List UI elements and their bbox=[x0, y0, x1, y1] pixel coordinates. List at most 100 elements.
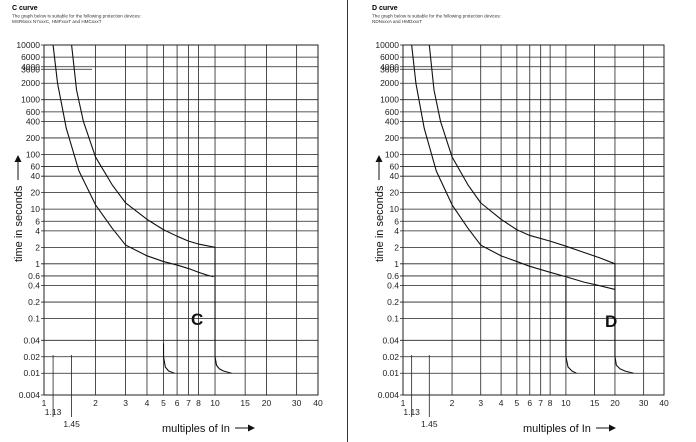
x-tick-label: 1 bbox=[401, 398, 406, 408]
y-tick-label: 0.1 bbox=[28, 314, 40, 324]
y-tick-label: 4000 bbox=[21, 62, 40, 72]
y-tick-label: 0.2 bbox=[387, 297, 399, 307]
y-tick-label: 6 bbox=[394, 216, 399, 226]
y-tick-label: 400 bbox=[385, 116, 399, 126]
y-tick-label: 600 bbox=[26, 107, 40, 117]
plot-frame bbox=[402, 44, 665, 396]
x-tick-label: 1.13 bbox=[45, 407, 62, 417]
y-tick-label: 0.004 bbox=[19, 390, 41, 400]
y-axis-arrow bbox=[375, 155, 383, 180]
x-tick-label: 40 bbox=[313, 398, 323, 408]
y-tick-label: 20 bbox=[31, 188, 41, 198]
y-tick-label: 10000 bbox=[16, 40, 40, 50]
x-tick-label: 10 bbox=[210, 398, 220, 408]
chart-note: The graph below is suitable for the foll… bbox=[12, 14, 141, 19]
y-tick-label: 20 bbox=[390, 188, 400, 198]
y-tick-label: 100 bbox=[26, 149, 40, 159]
y-tick-label: 3600 bbox=[380, 64, 399, 74]
y-tick-label: 40 bbox=[31, 171, 41, 181]
y-tick-label: 10 bbox=[31, 204, 41, 214]
x-axis-label: multiples of In bbox=[523, 423, 591, 435]
y-tick-label: 3600 bbox=[21, 64, 40, 74]
y-tick-label: 10000 bbox=[375, 40, 399, 50]
x-tick-label: 4 bbox=[499, 398, 504, 408]
x-tick-label: 1 bbox=[42, 398, 47, 408]
x-tick-label: 40 bbox=[659, 398, 669, 408]
y-tick-label: 0.01 bbox=[23, 368, 40, 378]
x-tick-label: 8 bbox=[196, 398, 201, 408]
x-tick-label: 1.45 bbox=[63, 419, 80, 429]
y-tick-label: 0.004 bbox=[378, 390, 400, 400]
y-tick-label: 0.01 bbox=[382, 368, 399, 378]
series-line-lower bbox=[52, 44, 214, 278]
chart-title: D curve bbox=[372, 5, 398, 12]
y-tick-label: 0.04 bbox=[23, 335, 40, 345]
y-tick-label: 1 bbox=[394, 259, 399, 269]
series-line-lower-instant bbox=[162, 343, 175, 374]
y-tick-label: 6 bbox=[35, 216, 40, 226]
y-tick-label: 200 bbox=[26, 133, 40, 143]
y-tick-label: 0.4 bbox=[387, 281, 399, 291]
y-tick-label: 1 bbox=[35, 259, 40, 269]
x-tick-label: 2 bbox=[93, 398, 98, 408]
y-tick-label: 2 bbox=[394, 242, 399, 252]
y-tick-label: 1000 bbox=[380, 95, 399, 105]
y-tick-label: 60 bbox=[31, 162, 41, 172]
x-tick-label: 5 bbox=[161, 398, 166, 408]
y-tick-label: 4 bbox=[35, 226, 40, 236]
x-tick-label: 20 bbox=[262, 398, 272, 408]
y-tick-label: 100 bbox=[385, 149, 399, 159]
plot-area: 1 2 3 4 5 6 7 8 10 15 20 30 401.131.450.0040.010.020… bbox=[16, 40, 323, 429]
y-tick-label: 0.4 bbox=[28, 281, 40, 291]
y-tick-label: 600 bbox=[385, 107, 399, 117]
y-tick-label: 0.02 bbox=[382, 352, 399, 362]
x-tick-label: 30 bbox=[639, 398, 649, 408]
panel-divider bbox=[347, 0, 348, 442]
curve-type-label: D bbox=[605, 312, 617, 331]
y-tick-label: 0.6 bbox=[387, 271, 399, 281]
x-tick-label: 6 bbox=[175, 398, 180, 408]
y-axis-arrow bbox=[14, 155, 22, 180]
y-tick-label: 4000 bbox=[380, 62, 399, 72]
y-tick-label: 2000 bbox=[21, 78, 40, 88]
y-tick-label: 0.02 bbox=[23, 352, 40, 362]
y-tick-label: 0.2 bbox=[28, 297, 40, 307]
y-axis-label: time in seconds bbox=[374, 185, 386, 262]
x-tick-label: 1.45 bbox=[421, 419, 438, 429]
y-tick-label: 2 bbox=[35, 242, 40, 252]
y-tick-label: 6000 bbox=[21, 52, 40, 62]
y-tick-label: 2000 bbox=[380, 78, 399, 88]
chart-note: The graph below is suitable for the foll… bbox=[372, 14, 501, 19]
y-axis-label: time in seconds bbox=[13, 185, 25, 262]
y-tick-label: 6000 bbox=[380, 52, 399, 62]
x-tick-label: 7 bbox=[538, 398, 543, 408]
x-tick-label: 10 bbox=[561, 398, 571, 408]
series-line-upper bbox=[71, 44, 232, 374]
chart-title: C curve bbox=[12, 5, 38, 12]
x-tick-label: 4 bbox=[145, 398, 150, 408]
series-line-lower-instant bbox=[565, 278, 577, 374]
x-tick-label: 15 bbox=[240, 398, 250, 408]
plot-area: 1 2 3 4 5 6 7 8 10 15 20 30 401.131.450.0040.010.020… bbox=[375, 40, 669, 429]
y-tick-label: 10 bbox=[390, 204, 400, 214]
x-axis-label: multiples of In bbox=[162, 423, 230, 435]
x-axis-arrow bbox=[596, 424, 616, 432]
x-tick-label: 20 bbox=[610, 398, 620, 408]
x-tick-label: 8 bbox=[548, 398, 553, 408]
x-axis-arrow bbox=[235, 424, 255, 432]
y-tick-label: 4 bbox=[394, 226, 399, 236]
chart-note: MSR6xxx N7xxxC, HMFxxxT and HMCxxxT bbox=[12, 19, 102, 24]
x-tick-label: 3 bbox=[123, 398, 128, 408]
y-tick-label: 0.1 bbox=[387, 314, 399, 324]
series-line-lower bbox=[411, 44, 616, 290]
y-tick-label: 40 bbox=[390, 171, 400, 181]
x-tick-label: 30 bbox=[292, 398, 302, 408]
series-line-upper bbox=[428, 44, 634, 374]
y-tick-label: 0.04 bbox=[382, 335, 399, 345]
curve-type-label: C bbox=[191, 310, 203, 329]
x-tick-label: 15 bbox=[590, 398, 600, 408]
x-tick-label: 2 bbox=[450, 398, 455, 408]
chart-note: NDNxxxA and HMDxxxT bbox=[372, 19, 422, 24]
x-tick-label: 1.13 bbox=[403, 407, 420, 417]
